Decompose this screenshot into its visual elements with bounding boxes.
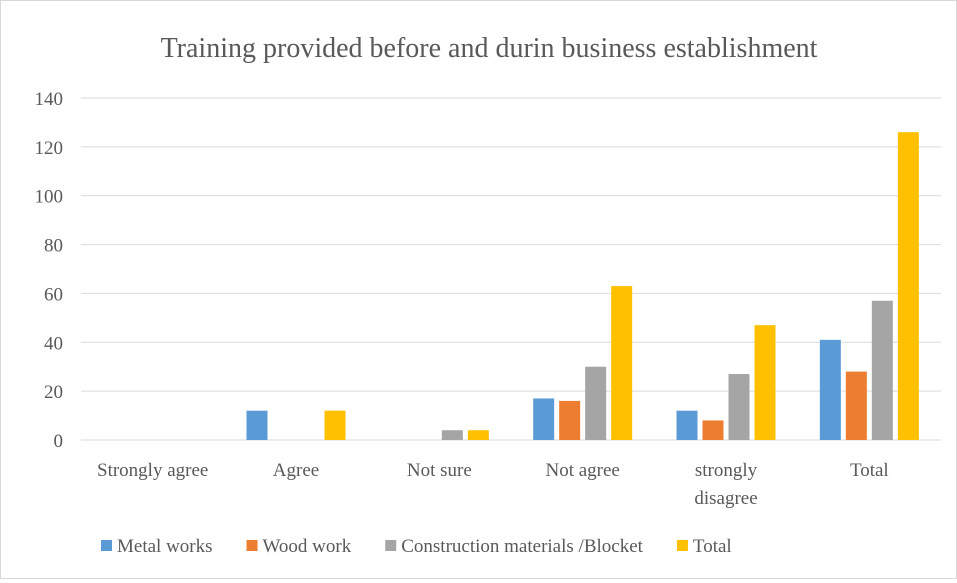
legend-swatch-wood-work [246,540,258,551]
bar-total-4 [754,325,776,440]
bar-construction-materials-blocket-5 [871,300,893,440]
bar-metal-works-1 [246,410,268,440]
legend-label-construction-materials-blocket: Construction materials /Blocket [401,536,643,557]
bar-total-3 [611,286,633,440]
bar-total-5 [897,132,919,440]
bar-total-2 [467,430,489,440]
x-axis: Strongly agree Agree Not sure Not agree stro… [97,460,889,509]
legend-swatch-metal-works [101,540,112,551]
y-tick-label: 120 [35,138,64,159]
chart-title: Training provided before and durin busin… [161,33,818,64]
bars [246,132,919,440]
y-tick-label: 40 [44,333,63,354]
x-category-label: Strongly agree [97,460,208,481]
x-category-label: Not agree [545,460,619,481]
legend-swatch-construction-materials-blocket [385,540,397,551]
grid-lines [81,97,941,441]
legend-label-wood-work: Wood work [263,536,352,557]
y-tick-label: 140 [35,89,64,110]
x-category-label: Not sure [407,460,472,481]
legend-label-metal-works: Metal works [117,536,213,557]
bar-total-1 [324,410,346,440]
y-tick-label: 20 [44,382,63,403]
legend-label-total: Total [693,536,732,557]
y-tick-label: 100 [35,187,64,208]
x-category-label: Total [850,460,889,481]
bar-wood-work-4 [702,420,724,440]
x-category-label: Agree [273,460,319,481]
legend-swatch-total [676,540,688,551]
y-tick-label: 0 [54,431,64,452]
y-tick-label: 80 [44,236,63,257]
bar-construction-materials-blocket-3 [585,366,607,440]
bar-metal-works-3 [533,398,555,440]
x-category-label: strongly disagree [694,460,757,509]
bar-wood-work-3 [559,400,581,440]
y-tick-label: 60 [44,284,63,305]
bar-metal-works-4 [676,410,698,440]
bar-wood-work-5 [845,371,867,440]
bar-construction-materials-blocket-4 [728,374,750,440]
bar-construction-materials-blocket-2 [441,430,463,440]
legend: Metal works Wood work Construction materia… [101,536,732,557]
bar-metal-works-5 [819,339,841,440]
y-axis: 0 20 40 60 80 100 120 140 [35,89,64,452]
